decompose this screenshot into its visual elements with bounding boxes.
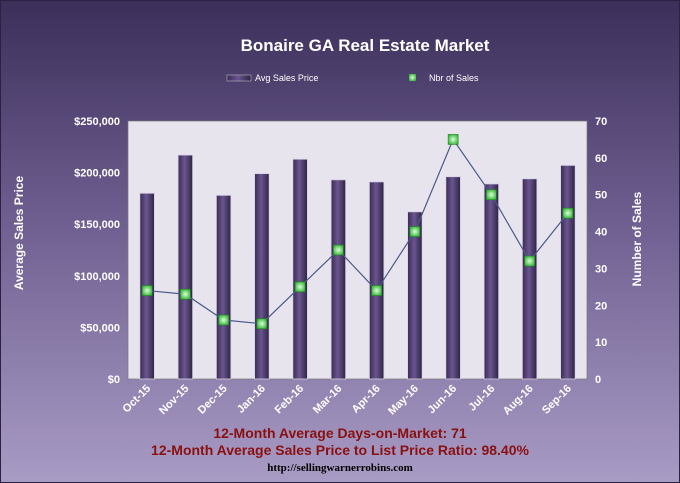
- y-tick-label: $250,000: [74, 116, 120, 128]
- price-bar: [292, 158, 308, 380]
- y2-tick-label: 20: [595, 300, 607, 312]
- price-bar: [368, 181, 385, 380]
- legend-bar-swatch: [226, 74, 252, 82]
- y2-tick-label: 0: [595, 374, 601, 386]
- price-bar: [560, 164, 576, 380]
- legend-line-label: Nbr of Sales: [429, 73, 479, 83]
- legend-bar-label: Avg Sales Price: [255, 73, 318, 83]
- sales-marker: [256, 318, 268, 330]
- x-tick-label: Sep-16: [540, 383, 574, 417]
- y-axis-label: Average Sales Price: [12, 176, 26, 291]
- sales-marker: [486, 189, 497, 201]
- days-on-market-text: 12-Month Average Days-on-Market: 71: [213, 425, 467, 441]
- legend-line-marker: [409, 74, 416, 81]
- y-tick-label: $0: [108, 374, 120, 386]
- sales-marker: [333, 244, 344, 256]
- price-bar: [177, 154, 194, 380]
- price-bar: [445, 176, 461, 380]
- legend: Avg Sales Price Nbr of Sales: [226, 73, 479, 83]
- y2-tick-label: 60: [595, 153, 607, 165]
- y2-tick-label: 50: [595, 190, 607, 202]
- price-bar: [407, 211, 423, 380]
- y2-tick-label: 70: [595, 116, 607, 128]
- y2-tick-label: 10: [595, 337, 607, 349]
- sales-marker: [524, 255, 535, 267]
- x-tick-label: Jan-16: [235, 383, 268, 416]
- x-tick-label: Jul-16: [467, 383, 498, 414]
- sales-series: [141, 134, 574, 330]
- price-bar: [215, 194, 232, 380]
- y2-axis-label: Number of Sales: [630, 191, 644, 286]
- website-link[interactable]: http://sellingwarnerrobins.com: [267, 462, 413, 474]
- x-tick-label: Mar-16: [311, 383, 345, 417]
- y2-tick-label: 30: [595, 263, 607, 275]
- price-bar: [330, 179, 347, 380]
- price-bar: [254, 173, 270, 380]
- x-tick-label: Dec-15: [196, 383, 230, 417]
- x-tick-label: Oct-15: [121, 383, 154, 416]
- plot-area: [127, 120, 588, 380]
- y-tick-label: $200,000: [74, 168, 120, 180]
- sales-marker: [371, 285, 382, 296]
- sales-marker: [218, 314, 229, 326]
- x-tick-label: Apr-16: [350, 383, 383, 416]
- x-tick-label: Nov-15: [157, 383, 191, 417]
- price-bar: [483, 183, 500, 380]
- y2-tick-label: 40: [595, 227, 607, 239]
- sales-marker: [180, 288, 191, 300]
- y-tick-label: $50,000: [80, 322, 120, 334]
- y-tick-label: $150,000: [74, 219, 120, 231]
- sales-marker: [294, 281, 306, 293]
- x-tick-label: May-16: [386, 383, 421, 418]
- x-tick-label: Jun-16: [426, 383, 460, 417]
- x-axis-ticks: Oct-15 Nov-15 Dec-15 Jan-16 Feb-16 Mar-16 Apr-…: [121, 383, 574, 418]
- price-bar: [521, 178, 538, 380]
- y2-axis-ticks: 0 10 20 30 40 50 60 70: [595, 116, 607, 386]
- x-tick-label: Aug-16: [501, 383, 536, 418]
- sales-line: [147, 138, 569, 325]
- chart-title: Bonaire GA Real Estate Market: [241, 36, 490, 55]
- x-tick-label: Feb-16: [273, 383, 307, 417]
- sales-marker: [447, 134, 459, 145]
- y-tick-label: $100,000: [74, 271, 120, 283]
- price-ratio-text: 12-Month Average Sales Price to List Pri…: [151, 442, 529, 458]
- sales-marker: [562, 207, 574, 219]
- sales-marker: [141, 285, 153, 296]
- sales-marker: [409, 226, 421, 237]
- y-axis-ticks: $0 $50,000 $100,000 $150,000 $200,000 $250,00…: [74, 116, 120, 386]
